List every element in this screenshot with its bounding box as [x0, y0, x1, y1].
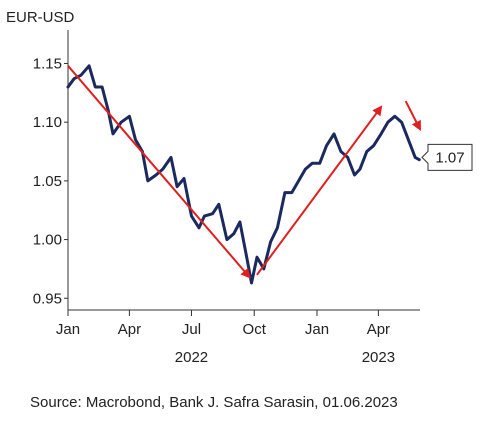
- y-axis-label: EUR-USD: [6, 9, 75, 26]
- x-tick-label: Jul: [182, 321, 201, 338]
- trend-arrows: [67, 65, 421, 279]
- eur-usd-chart: EUR-USD 0.95 1.00 1.05 1.10 1.15 Jan Apr Jul Oct…: [6, 9, 473, 366]
- y-tick-label: 0.95: [33, 290, 62, 307]
- trend-arrow: [67, 65, 251, 279]
- y-tick-label: 1.05: [33, 173, 62, 190]
- y-tick-label: 1.15: [33, 55, 62, 72]
- trend-arrow: [404, 100, 421, 132]
- axes: 0.95 1.00 1.05 1.10 1.15 Jan Apr Jul Oct Jan Apr 20…: [33, 30, 420, 366]
- x-tick-label: Apr: [118, 321, 141, 338]
- trend-arrow: [256, 105, 383, 276]
- eur-usd-series-line: [66, 64, 421, 285]
- year-label: 2022: [175, 349, 208, 366]
- x-tick-label: Jan: [305, 321, 329, 338]
- series-layer: [66, 64, 421, 285]
- y-tick-label: 1.10: [33, 114, 62, 131]
- year-label: 2023: [362, 349, 395, 366]
- x-tick-label: Jan: [56, 321, 80, 338]
- last-value-label: 1.07: [435, 149, 464, 166]
- last-value-box: [421, 143, 473, 171]
- source-note: Source: Macrobond, Bank J. Safra Sarasin…: [30, 394, 398, 411]
- x-tick-label: Oct: [243, 321, 267, 338]
- last-value-callout: 1.07: [421, 143, 473, 171]
- y-tick-label: 1.00: [33, 232, 62, 249]
- x-tick-label: Apr: [367, 321, 390, 338]
